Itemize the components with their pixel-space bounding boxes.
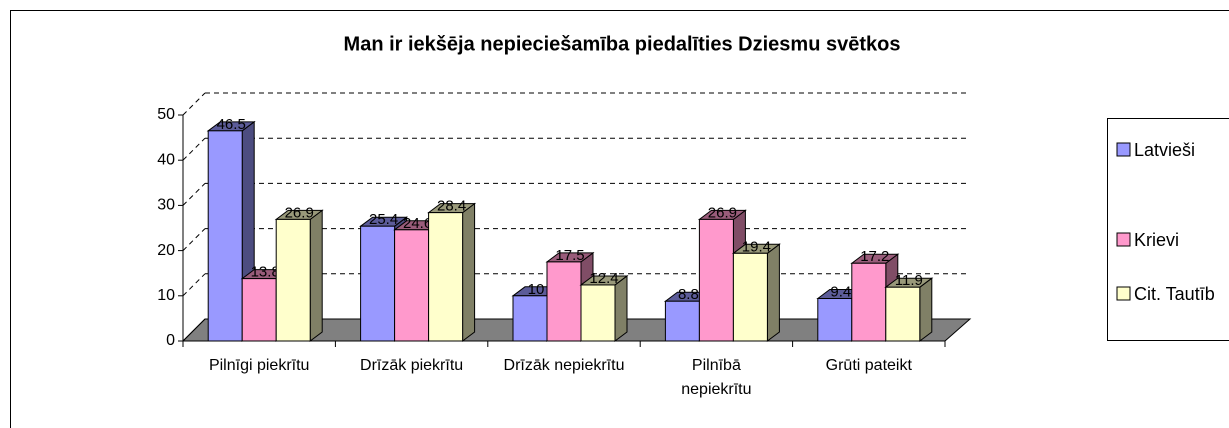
bar-front [817, 298, 853, 342]
bar-front [885, 286, 921, 342]
bar [579, 274, 629, 342]
y-tick-label: 50 [157, 106, 175, 123]
legend-label: Cit. Tautīb [1134, 284, 1215, 304]
grid-line-side [182, 183, 206, 206]
bar-front [241, 278, 277, 342]
bar-front [732, 252, 768, 342]
bar-front [664, 300, 700, 342]
bar-front [394, 229, 430, 342]
bar-front [207, 130, 243, 342]
bar-front [360, 225, 396, 342]
value-label: 13.8 [251, 264, 280, 281]
y-tick-label: 10 [157, 287, 175, 304]
bar-front [698, 218, 734, 342]
x-tick-label: Pilnīgi piekrītu [208, 357, 310, 374]
bar [731, 243, 781, 342]
y-tick-label: 30 [157, 197, 175, 214]
y-tick-label: 40 [157, 151, 175, 168]
x-tick-label: Drīzāk piekrītu [360, 357, 464, 374]
value-label: 25.4 [369, 211, 398, 228]
bar-front [546, 261, 582, 342]
value-label: 17.2 [860, 248, 889, 265]
bar-front [512, 295, 548, 342]
value-label: 9.4 [830, 283, 851, 300]
value-label: 26.9 [708, 204, 737, 221]
x-tick-label: Grūti pateikt [825, 357, 912, 374]
grid-line-side [182, 137, 206, 161]
chart-title: Man ir iekšēja nepieciešamība piedalītie… [344, 33, 901, 55]
value-label: 46.5 [217, 116, 246, 133]
y-tick-label: 0 [166, 332, 175, 349]
legend-swatch [1116, 232, 1131, 247]
bar-front [580, 284, 616, 342]
value-label: 19.4 [742, 238, 771, 255]
bar-front [428, 212, 464, 342]
value-label: 12.4 [589, 270, 618, 287]
grid-line-side [182, 273, 206, 297]
value-label: 10 [528, 281, 545, 298]
bar-side [462, 202, 476, 342]
value-label: 24.6 [403, 215, 432, 232]
bar [545, 251, 595, 342]
grid-line-side [182, 228, 206, 251]
bar [884, 277, 934, 342]
bar [427, 202, 477, 342]
bar-front [851, 262, 887, 342]
value-label: 11.9 [895, 272, 923, 289]
value-label: 8.8 [678, 286, 699, 303]
value-label: 26.9 [285, 204, 314, 221]
bar-front [275, 218, 311, 342]
value-label: 17.5 [555, 247, 584, 264]
x-tick-label: Pilnībā nepiekrītu [681, 357, 752, 398]
value-label: 28.4 [437, 198, 466, 215]
bar [274, 209, 324, 342]
y-tick-label: 20 [157, 242, 175, 259]
x-tick-label: Drīzāk nepiekrītu [503, 357, 625, 374]
bar-side [766, 243, 780, 342]
legend-swatch [1116, 142, 1131, 157]
legend-label: Latvieši [1134, 140, 1196, 160]
legend-label: Krievi [1134, 230, 1180, 250]
grid-line-side [182, 92, 206, 116]
legend-swatch [1116, 286, 1131, 301]
chart-border [10, 10, 1229, 428]
bar [850, 253, 900, 342]
wall-edge [182, 318, 206, 342]
bar-side [309, 209, 323, 342]
